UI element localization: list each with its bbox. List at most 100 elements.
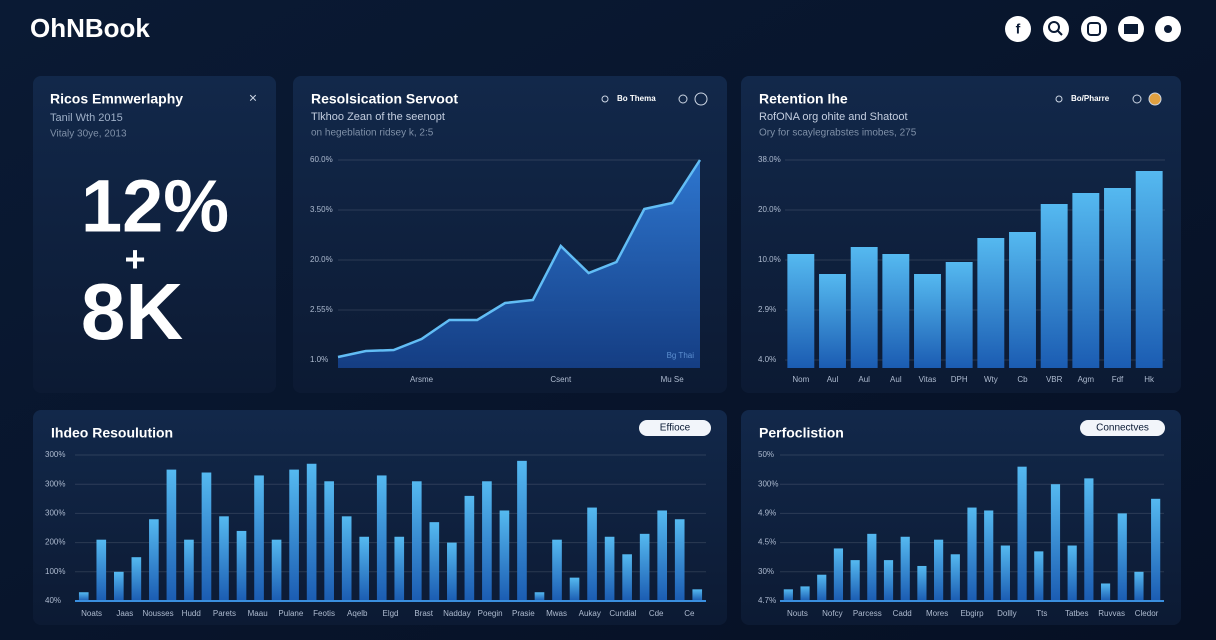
bar bbox=[984, 510, 994, 601]
bar bbox=[1084, 478, 1094, 601]
bar bbox=[534, 592, 545, 601]
panel-subtitle: RofONA org ohite and Shatoot bbox=[759, 111, 908, 123]
bar bbox=[1151, 498, 1161, 601]
x-axis-label: Nousses bbox=[142, 609, 173, 618]
bar bbox=[674, 519, 685, 601]
x-axis-label: Poegin bbox=[478, 609, 503, 618]
bar bbox=[950, 554, 960, 601]
panels: Resolsication Servoot Tlkhoo Zean of the … bbox=[33, 76, 1181, 625]
bar bbox=[850, 560, 860, 601]
bar bbox=[394, 536, 405, 601]
bar bbox=[850, 247, 878, 368]
stat-value: 12% bbox=[81, 165, 229, 248]
bar bbox=[306, 463, 317, 601]
bar bbox=[113, 571, 124, 601]
bar bbox=[376, 475, 387, 601]
bar bbox=[817, 574, 827, 601]
x-axis-label: Dollly bbox=[997, 609, 1017, 618]
avatar-icon[interactable] bbox=[694, 92, 708, 106]
panel-button[interactable] bbox=[1080, 420, 1165, 436]
x-axis-label: Fdf bbox=[1112, 375, 1124, 384]
x-axis-label: Aul bbox=[890, 375, 902, 384]
x-axis-label: Tts bbox=[1036, 609, 1047, 618]
bar bbox=[622, 554, 632, 601]
panel-button-label[interactable]: Effioce bbox=[660, 423, 691, 434]
area-line bbox=[337, 159, 702, 359]
panel-control[interactable]: Bo/Pharre bbox=[1071, 94, 1110, 103]
bar bbox=[1009, 232, 1036, 368]
y-axis-label: 3.50% bbox=[310, 205, 333, 214]
bar bbox=[1134, 571, 1144, 601]
panel-control[interactable]: Bo Thema bbox=[617, 94, 656, 103]
stat-value: 8K bbox=[81, 267, 183, 356]
panel-button[interactable] bbox=[639, 420, 711, 436]
bar bbox=[945, 262, 973, 368]
settings-icon[interactable] bbox=[601, 95, 609, 103]
x-axis-label: Mu Se bbox=[661, 375, 685, 384]
y-axis-label: 300% bbox=[758, 479, 778, 488]
search-icon[interactable] bbox=[1043, 16, 1069, 42]
y-axis-label: 60.0% bbox=[310, 155, 333, 164]
bar bbox=[1135, 171, 1163, 368]
social-icons: f bbox=[1005, 16, 1181, 42]
x-axis-label: Cadd bbox=[893, 609, 912, 618]
info-icon[interactable] bbox=[678, 94, 688, 104]
bar bbox=[482, 481, 492, 601]
y-axis-label: 2.9% bbox=[758, 305, 776, 314]
x-axis-label: Hk bbox=[1144, 375, 1155, 384]
x-axis-label: Nouts bbox=[787, 609, 808, 618]
bar bbox=[833, 548, 844, 601]
bar bbox=[254, 475, 264, 601]
x-axis-label: Nofcy bbox=[822, 609, 842, 618]
y-axis-label: 50% bbox=[758, 450, 774, 459]
x-axis-label: Wty bbox=[984, 375, 998, 384]
bar bbox=[201, 472, 212, 601]
bar bbox=[1050, 484, 1061, 601]
facebook-icon[interactable] bbox=[1005, 16, 1031, 42]
x-axis-label: VBR bbox=[1046, 375, 1063, 384]
bar bbox=[934, 539, 944, 601]
y-axis-label: 30% bbox=[758, 567, 774, 576]
bar bbox=[917, 565, 927, 601]
avatar-icon[interactable] bbox=[1148, 92, 1162, 106]
mail-glyph bbox=[1124, 24, 1138, 34]
y-axis-label: 20.0% bbox=[310, 255, 333, 264]
bar bbox=[341, 516, 352, 601]
bar bbox=[819, 274, 846, 368]
logo[interactable]: OhNBook bbox=[30, 13, 150, 43]
x-axis-label: Aqelb bbox=[347, 609, 368, 618]
y-axis-label: 40% bbox=[45, 596, 61, 605]
x-axis-label: Cb bbox=[1017, 375, 1028, 384]
bar bbox=[1104, 188, 1131, 368]
bar bbox=[131, 557, 142, 601]
y-axis-label: 300% bbox=[45, 479, 65, 488]
bar bbox=[499, 510, 510, 601]
panel-title: Retention Ihe bbox=[759, 91, 848, 107]
bar bbox=[149, 519, 159, 601]
x-axis-label: Cde bbox=[649, 609, 664, 618]
panel-button-label[interactable]: Connectves bbox=[1096, 423, 1149, 434]
settings-icon[interactable] bbox=[1055, 95, 1063, 103]
instagram-glyph bbox=[1087, 22, 1101, 36]
x-axis-label: Mores bbox=[926, 609, 948, 618]
close-button[interactable]: × bbox=[249, 90, 257, 106]
bar bbox=[78, 592, 89, 601]
stat-note: Vitaly 30ye, 2013 bbox=[50, 129, 127, 140]
panel-title: Ihdeo Resoulution bbox=[51, 425, 173, 441]
y-axis-label: 4.7% bbox=[758, 596, 776, 605]
bar bbox=[96, 539, 107, 601]
info-icon[interactable] bbox=[1132, 94, 1142, 104]
bar bbox=[1072, 193, 1100, 368]
bar bbox=[1117, 513, 1127, 601]
panel-note: Ory for scaylegrabstes imobes, 275 bbox=[759, 128, 917, 139]
bar bbox=[639, 533, 650, 601]
x-axis-label: Nom bbox=[792, 375, 809, 384]
y-axis-label: 300% bbox=[45, 450, 65, 459]
x-axis-label: Aul bbox=[858, 375, 870, 384]
bar bbox=[967, 507, 977, 601]
x-axis-label: Pulane bbox=[278, 609, 303, 618]
bar bbox=[429, 522, 440, 601]
instagram-icon[interactable] bbox=[1081, 16, 1107, 42]
x-axis-label: Agm bbox=[1078, 375, 1095, 384]
x-axis-label: Feotis bbox=[313, 609, 335, 618]
